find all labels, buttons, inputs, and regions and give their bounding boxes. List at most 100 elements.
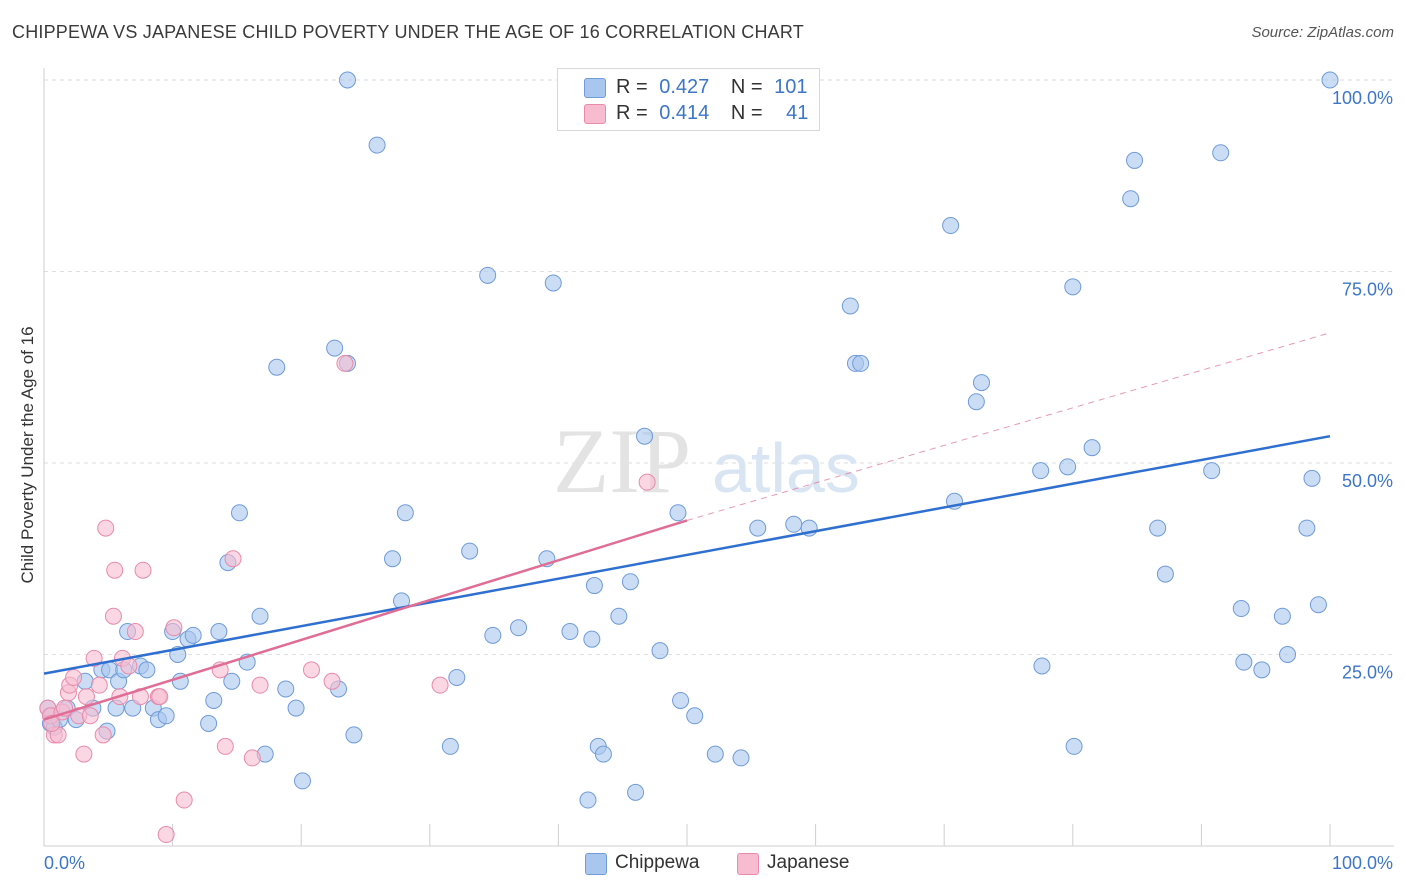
japanese-point — [75, 745, 93, 763]
chippewa-point — [1253, 661, 1271, 679]
chippewa-point — [396, 504, 414, 522]
chippewa-point — [384, 550, 402, 568]
japanese-point — [77, 688, 95, 706]
chippewa-point — [510, 619, 528, 637]
chippewa-point — [706, 745, 724, 763]
source-label: Source: ZipAtlas.com — [1251, 24, 1394, 41]
chippewa-point — [1273, 607, 1291, 625]
chippewa-point — [1156, 565, 1174, 583]
chippewa-point — [1149, 519, 1167, 537]
chippewa-point — [1232, 600, 1250, 618]
japanese-point — [104, 607, 122, 625]
chippewa-point — [1033, 657, 1051, 675]
chippewa-point — [1126, 151, 1144, 169]
japanese-point — [81, 707, 99, 725]
chippewa-point — [785, 515, 803, 533]
chippewa-point — [287, 699, 305, 717]
chippewa-point — [585, 577, 603, 595]
n-value: 41 — [786, 102, 809, 124]
japanese-point — [302, 661, 320, 679]
y-tick-label: 25.0% — [1342, 663, 1393, 683]
chippewa-point — [1059, 458, 1077, 476]
y-tick-label: 75.0% — [1342, 280, 1393, 300]
chippewa-point — [461, 542, 479, 560]
chippewa-point — [594, 745, 612, 763]
japanese-point — [120, 657, 138, 675]
chippewa-point — [441, 737, 459, 755]
japanese-point — [175, 791, 193, 809]
watermark-zip: ZIP — [553, 410, 691, 512]
chippewa-swatch — [584, 78, 606, 98]
chippewa-point — [1309, 596, 1327, 614]
chippewa-point — [1212, 144, 1230, 162]
chippewa-point — [669, 504, 687, 522]
japanese-point — [165, 619, 183, 637]
chippewa-point — [338, 71, 356, 89]
japanese-point — [638, 473, 656, 491]
r-label: R = — [616, 102, 648, 124]
japanese-point — [216, 737, 234, 755]
japanese-point — [336, 354, 354, 372]
chippewa-point — [583, 630, 601, 648]
chippewa-point — [749, 519, 767, 537]
chippewa-point — [972, 374, 990, 392]
chippewa-point — [205, 691, 223, 709]
n-value: 101 — [774, 76, 808, 98]
chippewa-point — [268, 358, 286, 376]
japanese-point — [94, 726, 112, 744]
stats-legend: R = 0.427 N = 101 R = 0.414 N = 41 — [557, 68, 820, 131]
legend-label-japanese: Japanese — [767, 852, 850, 873]
chippewa-point — [1122, 190, 1140, 208]
chippewa-point — [610, 607, 628, 625]
chippewa-point — [157, 707, 175, 725]
n-label: N = — [730, 102, 763, 124]
chippewa-point — [223, 672, 241, 690]
chippewa-point — [732, 749, 750, 767]
chippewa-point — [1064, 278, 1082, 296]
chippewa-point — [1083, 439, 1101, 457]
legend-label-chippewa: Chippewa — [615, 852, 700, 873]
y-tick-label: 100.0% — [1332, 88, 1393, 108]
japanese-point — [90, 676, 108, 694]
chippewa-point — [230, 504, 248, 522]
chippewa-point — [479, 266, 497, 284]
chippewa-point — [967, 393, 985, 411]
japanese-swatch — [584, 104, 606, 124]
chippewa-point — [184, 626, 202, 644]
japanese-point — [97, 519, 115, 537]
japanese-point — [85, 649, 103, 667]
chippewa-point — [627, 783, 645, 801]
chippewa-legend-swatch — [585, 853, 607, 875]
r-value: 0.414 — [659, 102, 710, 124]
watermark-atlas: atlas — [712, 429, 860, 507]
chippewa-point — [686, 707, 704, 725]
chippewa-point — [1203, 462, 1221, 480]
x-tick-label: 100.0% — [1332, 853, 1393, 873]
chippewa-point — [841, 297, 859, 315]
japanese-legend-swatch — [737, 853, 759, 875]
japanese-point — [157, 826, 175, 844]
chippewa-point — [1032, 462, 1050, 480]
chippewa-point — [484, 626, 502, 644]
chippewa-point — [448, 668, 466, 686]
japanese-point — [106, 561, 124, 579]
chippewa-point — [852, 354, 870, 372]
chippewa-point — [1065, 737, 1083, 755]
chippewa-point — [210, 623, 228, 641]
r-value: 0.427 — [659, 76, 710, 98]
chippewa-point — [326, 339, 344, 357]
chippewa-point — [368, 136, 386, 154]
chippewa-point — [672, 691, 690, 709]
y-tick-label: 50.0% — [1342, 471, 1393, 491]
japanese-point — [126, 623, 144, 641]
japanese-point — [323, 672, 341, 690]
chippewa-point — [277, 680, 295, 698]
chippewa-point — [293, 772, 311, 790]
x-tick-label: 0.0% — [44, 853, 85, 873]
japanese-point — [431, 676, 449, 694]
japanese-point — [65, 668, 83, 686]
chippewa-point — [1279, 646, 1297, 663]
japanese-point — [151, 688, 169, 706]
japanese-point — [251, 676, 269, 694]
chippewa-trend-line — [43, 434, 1331, 675]
